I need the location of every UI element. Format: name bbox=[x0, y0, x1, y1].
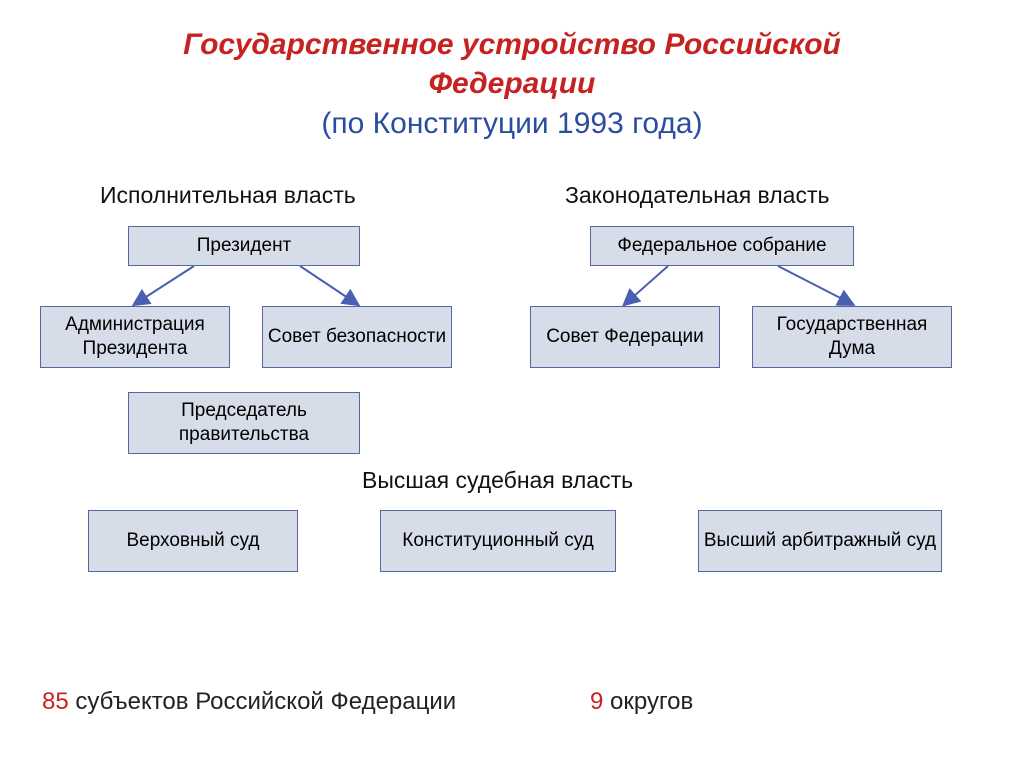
arrow-line bbox=[778, 266, 852, 304]
footer-subjects-count: 85 bbox=[42, 688, 69, 715]
box-pm: Председатель правительства bbox=[128, 392, 360, 454]
heading-judicial: Высшая судебная власть bbox=[362, 467, 633, 494]
heading-legislative: Законодательная власть bbox=[565, 182, 829, 209]
box-federal-assembly: Федеральное собрание bbox=[590, 226, 854, 266]
title-block: Государственное устройство Российской Фе… bbox=[0, 0, 1024, 141]
box-federation-council: Совет Федерации bbox=[530, 306, 720, 368]
footer-districts: 9 округов bbox=[590, 688, 693, 716]
box-state-duma: Государственная Дума bbox=[752, 306, 952, 368]
arrow-line bbox=[135, 266, 194, 304]
arrow-line bbox=[625, 266, 668, 304]
footer-districts-label: округов bbox=[603, 688, 693, 715]
box-president: Президент bbox=[128, 226, 360, 266]
footer-districts-count: 9 bbox=[590, 688, 603, 715]
title-main: Государственное устройство Российской Фе… bbox=[0, 25, 1024, 103]
title-sub: (по Конституции 1993 года) bbox=[0, 107, 1024, 141]
footer-subjects-label: субъектов Российской Федерации bbox=[69, 688, 456, 715]
footer-subjects: 85 субъектов Российской Федерации bbox=[42, 688, 456, 716]
arrow-line bbox=[300, 266, 357, 304]
title-line1: Государственное устройство Российской bbox=[183, 28, 841, 61]
heading-executive: Исполнительная власть bbox=[100, 182, 356, 209]
box-arbitration-court: Высший арбитражный суд bbox=[698, 510, 942, 572]
box-security-council: Совет безопасности bbox=[262, 306, 452, 368]
box-admin-president: Администрация Президента bbox=[40, 306, 230, 368]
box-supreme-court: Верховный суд bbox=[88, 510, 298, 572]
box-constitutional-court: Конституционный суд bbox=[380, 510, 616, 572]
title-line2: Федерации bbox=[429, 67, 596, 100]
